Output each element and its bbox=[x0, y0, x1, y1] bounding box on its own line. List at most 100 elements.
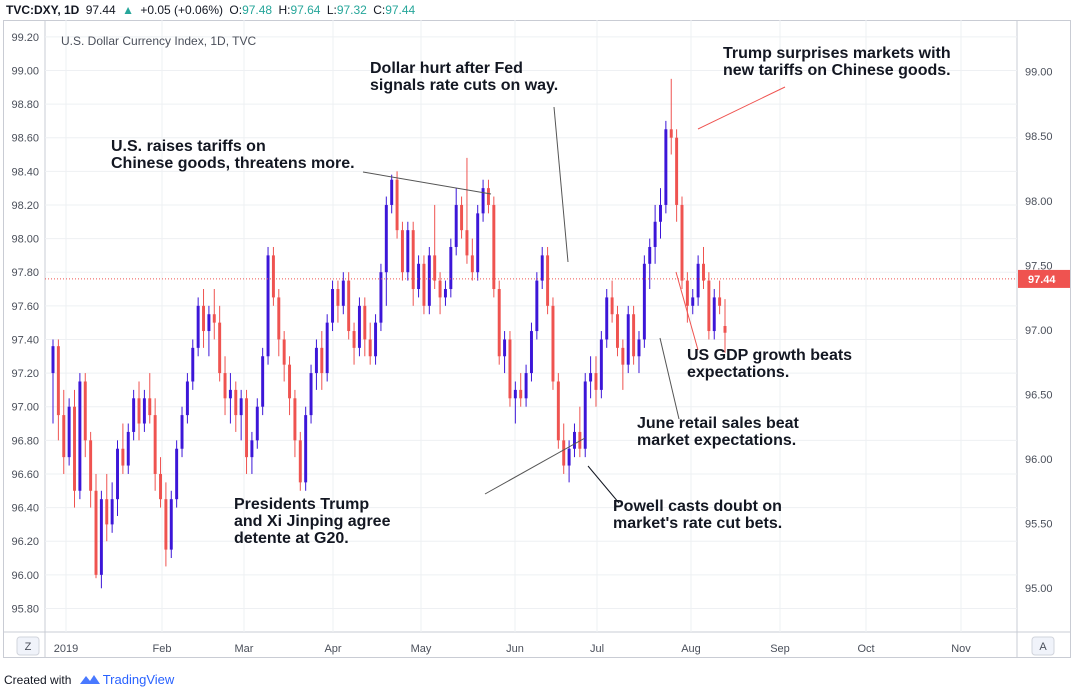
left-tick-label: 98.20 bbox=[11, 200, 39, 212]
x-tick-label: 2019 bbox=[54, 643, 78, 655]
x-tick-label: Jul bbox=[590, 643, 604, 655]
x-tick-label: Mar bbox=[235, 643, 254, 655]
right-tick-label: 95.50 bbox=[1025, 519, 1053, 531]
footer: Created with TradingView bbox=[4, 670, 174, 690]
candle-body bbox=[599, 339, 603, 390]
candle-body bbox=[486, 188, 490, 205]
candle-body bbox=[460, 204, 464, 231]
candle-body bbox=[255, 406, 259, 441]
candle-body bbox=[406, 230, 410, 273]
candle-body bbox=[648, 246, 652, 264]
right-tick-label: 96.00 bbox=[1025, 454, 1053, 466]
left-tick-label: 98.00 bbox=[11, 234, 39, 246]
annotation-text: expectations. bbox=[687, 364, 789, 381]
candle-body bbox=[443, 289, 447, 298]
close-value: 97.44 bbox=[385, 3, 416, 17]
candle-body bbox=[180, 415, 184, 449]
candle-body bbox=[51, 346, 55, 374]
auto-scale-button[interactable] bbox=[1031, 636, 1055, 656]
auto-scale-button-label: A bbox=[1039, 641, 1047, 653]
candle-body bbox=[589, 373, 593, 382]
candle-body bbox=[610, 297, 614, 315]
candle-body bbox=[271, 255, 275, 298]
candle-body bbox=[696, 263, 700, 298]
candle-body bbox=[685, 280, 689, 306]
left-tick-label: 98.60 bbox=[11, 133, 39, 145]
left-tick-label: 96.80 bbox=[11, 435, 39, 447]
candle-body bbox=[626, 314, 630, 365]
candle-body bbox=[524, 373, 528, 399]
candle-body bbox=[142, 398, 146, 424]
candle-body bbox=[105, 499, 109, 525]
annotation-text: Dollar hurt after Fed bbox=[370, 60, 523, 77]
candle-body bbox=[476, 213, 480, 273]
x-tick-label: Oct bbox=[857, 643, 874, 655]
x-tick-label: Sep bbox=[770, 643, 790, 655]
change-up-icon: ▲ bbox=[122, 3, 134, 17]
left-tick-label: 97.40 bbox=[11, 334, 39, 346]
candle-body bbox=[314, 347, 318, 374]
candle-body bbox=[497, 289, 501, 357]
candle-body bbox=[223, 373, 227, 399]
candle-body bbox=[212, 314, 216, 323]
candle-body bbox=[266, 255, 270, 357]
candle-body bbox=[621, 347, 625, 365]
candle-body bbox=[202, 305, 206, 332]
candle-body bbox=[513, 389, 517, 399]
price-change: +0.05 (+0.06%) bbox=[140, 3, 224, 17]
candle-body bbox=[572, 431, 576, 449]
tradingview-brand[interactable]: TradingView bbox=[102, 672, 175, 687]
candle-body bbox=[228, 389, 232, 399]
candle-body bbox=[352, 331, 356, 348]
candle-body bbox=[551, 305, 555, 382]
candle-body bbox=[304, 415, 308, 483]
candle-body bbox=[67, 406, 71, 458]
chart-header: TVC:DXY, 1D 97.44 ▲ +0.05 (+0.06%) O:97.… bbox=[0, 0, 1074, 20]
candle-body bbox=[320, 347, 324, 374]
candle-body bbox=[529, 331, 533, 374]
candle-body bbox=[556, 381, 560, 441]
candle-body bbox=[78, 381, 82, 491]
candle-body bbox=[535, 280, 539, 332]
candle-body bbox=[196, 305, 200, 348]
annotation-text: Chinese goods, threatens more. bbox=[111, 155, 355, 172]
zoom-button[interactable] bbox=[16, 636, 40, 656]
candle-body bbox=[481, 188, 485, 214]
x-tick-label: Apr bbox=[324, 643, 341, 655]
right-tick-label: 99.00 bbox=[1025, 67, 1053, 79]
candle-body bbox=[594, 373, 598, 390]
annotation-pointer bbox=[587, 465, 620, 504]
candle-body bbox=[288, 364, 292, 399]
low-value: 97.32 bbox=[336, 3, 367, 17]
left-tick-label: 97.60 bbox=[11, 301, 39, 313]
left-tick-label: 98.80 bbox=[11, 99, 39, 111]
candle-body bbox=[707, 280, 711, 332]
created-with-label: Created with bbox=[4, 673, 72, 687]
left-tick-label: 99.00 bbox=[11, 65, 39, 77]
high-label: H: bbox=[278, 3, 291, 17]
candle-body bbox=[605, 297, 609, 340]
candle-body bbox=[702, 263, 705, 281]
right-tick-label: 98.00 bbox=[1025, 196, 1053, 208]
candle-body bbox=[331, 289, 335, 323]
candlestick-chart[interactable]: 99.20 99.00 98.80 98.60 98.40 98.20 98.00 97.80… bbox=[3, 20, 1071, 660]
candle-body bbox=[261, 356, 265, 407]
candle-body bbox=[175, 448, 179, 500]
chart-frame[interactable]: 99.20 99.00 98.80 98.60 98.40 98.20 98.00 97.80… bbox=[3, 20, 1071, 660]
left-tick-label: 98.40 bbox=[11, 166, 39, 178]
left-tick-label: 96.20 bbox=[11, 536, 39, 548]
symbol-label[interactable]: TVC:DXY, 1D bbox=[6, 3, 80, 17]
annotation-text: Presidents Trump bbox=[234, 496, 369, 513]
candle-body bbox=[99, 499, 103, 575]
annotation-text: Powell casts doubt on bbox=[613, 498, 782, 515]
candle-body bbox=[363, 305, 367, 340]
candle-body bbox=[89, 440, 93, 491]
tradingview-logo-icon bbox=[79, 675, 100, 684]
candle-body bbox=[218, 322, 222, 374]
chart-title: U.S. Dollar Currency Index, 1D, TVC bbox=[61, 34, 257, 48]
annotation-text: market expectations. bbox=[637, 432, 796, 449]
candle-body bbox=[164, 499, 168, 550]
candle-body bbox=[438, 280, 442, 298]
candle-body bbox=[669, 129, 673, 138]
candle-body bbox=[718, 297, 722, 306]
